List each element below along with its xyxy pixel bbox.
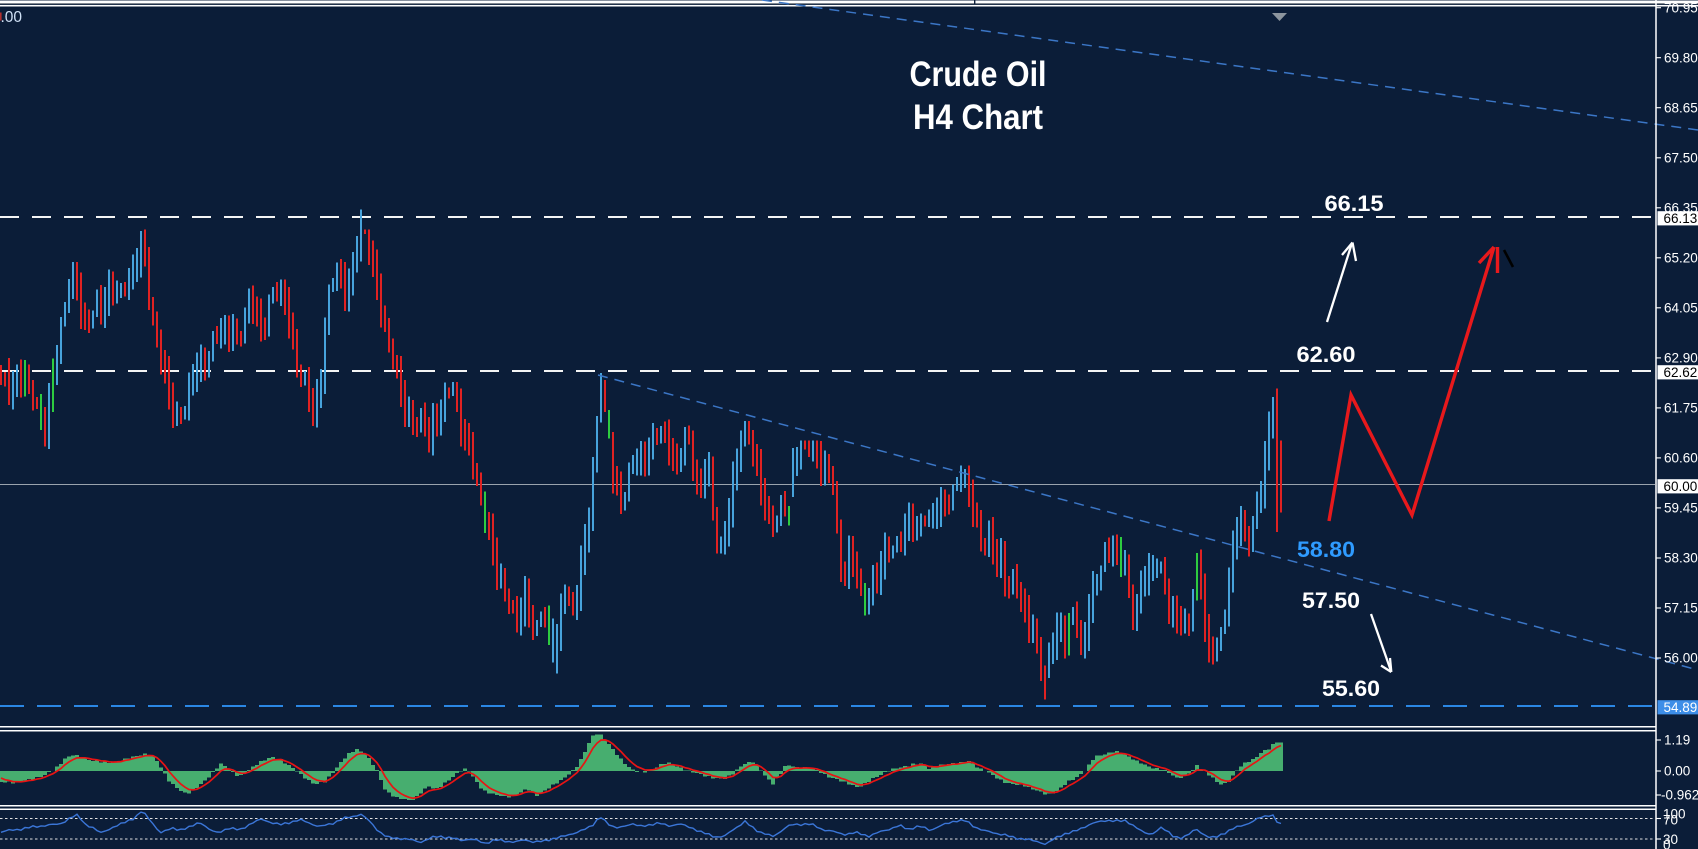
svg-text:60.60: 60.60 bbox=[1664, 451, 1698, 466]
svg-text:0.00: 0.00 bbox=[1664, 764, 1690, 779]
svg-text:1.19: 1.19 bbox=[1664, 733, 1690, 748]
svg-text:66.13: 66.13 bbox=[1664, 211, 1698, 226]
svg-text:69.80: 69.80 bbox=[1664, 50, 1698, 65]
svg-text:100: 100 bbox=[1663, 806, 1686, 821]
svg-text:61.75: 61.75 bbox=[1664, 401, 1698, 416]
svg-text:62.60: 62.60 bbox=[1297, 342, 1356, 367]
svg-text:70: 70 bbox=[1663, 812, 1678, 827]
svg-text:66.15: 66.15 bbox=[1325, 191, 1384, 216]
svg-text:70.95: 70.95 bbox=[1664, 0, 1698, 15]
svg-text:57.15: 57.15 bbox=[1664, 601, 1698, 616]
svg-text:0: 0 bbox=[1663, 837, 1671, 849]
svg-text:68.65: 68.65 bbox=[1664, 100, 1698, 115]
svg-text:-0.962: -0.962 bbox=[1661, 788, 1698, 803]
svg-text:55.60: 55.60 bbox=[1322, 676, 1380, 701]
svg-text:58.30: 58.30 bbox=[1664, 551, 1698, 566]
svg-text:60.00: 60.00 bbox=[1664, 479, 1698, 494]
svg-text:62.90: 62.90 bbox=[1664, 351, 1698, 366]
svg-text:.00: .00 bbox=[1, 9, 23, 26]
svg-text:62.62: 62.62 bbox=[1664, 365, 1698, 380]
svg-text:H4 Chart: H4 Chart bbox=[913, 98, 1043, 137]
svg-text:57.50: 57.50 bbox=[1302, 588, 1360, 613]
svg-text:58.80: 58.80 bbox=[1297, 537, 1355, 562]
svg-text:59.45: 59.45 bbox=[1664, 501, 1698, 516]
svg-text:54.89: 54.89 bbox=[1664, 700, 1698, 715]
svg-text:30: 30 bbox=[1663, 832, 1678, 847]
svg-text:Crude Oil: Crude Oil bbox=[910, 55, 1047, 94]
svg-text:67.50: 67.50 bbox=[1664, 151, 1698, 166]
svg-text:65.20: 65.20 bbox=[1664, 251, 1698, 266]
svg-text:64.05: 64.05 bbox=[1664, 301, 1698, 316]
svg-text:56.00: 56.00 bbox=[1664, 651, 1698, 666]
